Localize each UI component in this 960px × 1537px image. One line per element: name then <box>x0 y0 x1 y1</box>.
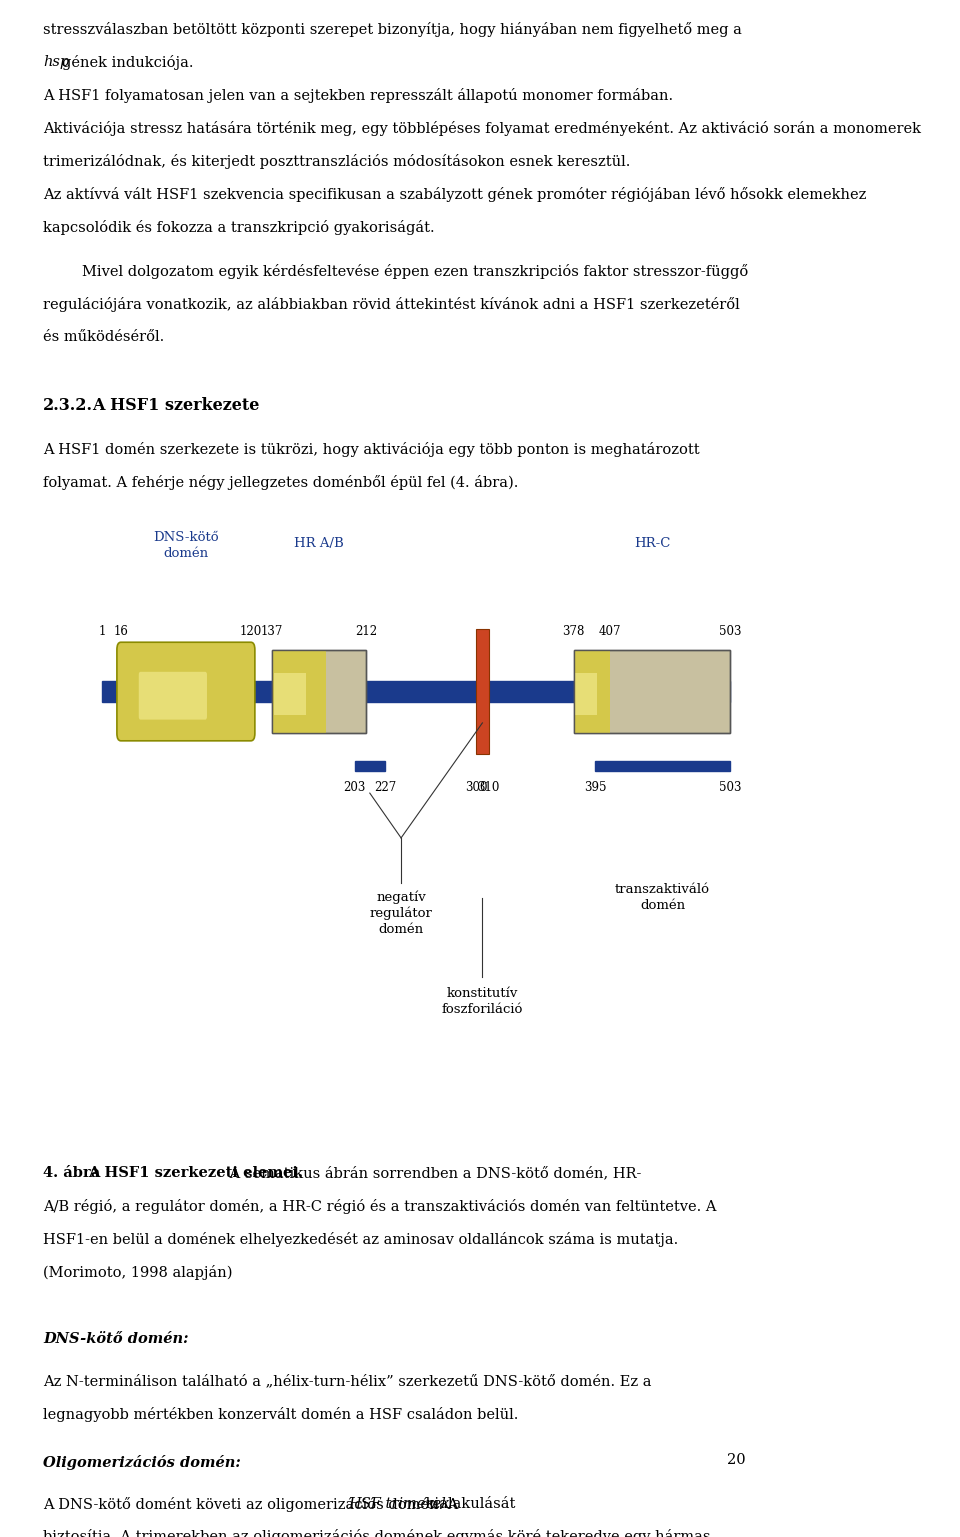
Text: A sematikus ábrán sorrendben a DNS-kötő domén, HR-: A sematikus ábrán sorrendben a DNS-kötő … <box>226 1167 641 1180</box>
Text: HSF1-en belül a domének elhelyezkedését az aminosav oldalláncok száma is mutatja: HSF1-en belül a domének elhelyezkedését … <box>43 1233 679 1247</box>
Text: 395: 395 <box>584 781 607 795</box>
Text: DNS-kötő domén:: DNS-kötő domén: <box>43 1333 189 1346</box>
Text: A/B régió, a regulátor domén, a HR-C régió és a transzaktivációs domén van feltü: A/B régió, a regulátor domén, a HR-C rég… <box>43 1199 717 1214</box>
Text: 4. ábra: 4. ábra <box>43 1167 106 1180</box>
Text: 137: 137 <box>261 624 283 638</box>
Text: stresszválaszban betöltött központi szerepet bizonyítja, hogy hiányában nem figy: stresszválaszban betöltött központi szer… <box>43 23 742 37</box>
FancyBboxPatch shape <box>117 642 254 741</box>
Text: legnagyobb mértékben konzervált domén a HSF családon belül.: legnagyobb mértékben konzervált domén a … <box>43 1406 518 1422</box>
Text: Oligomerizációs domén:: Oligomerizációs domén: <box>43 1454 241 1469</box>
Text: HSF trimerek: HSF trimerek <box>348 1497 450 1511</box>
Text: 503: 503 <box>719 781 741 795</box>
Text: regulációjára vonatkozik, az alábbiakban rövid áttekintést kívánok adni a HSF1 s: regulációjára vonatkozik, az alábbiakban… <box>43 297 740 312</box>
Bar <box>574 650 731 733</box>
Text: 1: 1 <box>98 624 106 638</box>
Text: A HSF1 folyamatosan jelen van a sejtekben represszált állapotú monomer formában.: A HSF1 folyamatosan jelen van a sejtekbe… <box>43 88 673 103</box>
Text: transzaktiváló
domén: transzaktiváló domén <box>615 882 710 911</box>
Text: 16: 16 <box>113 624 129 638</box>
Bar <box>574 650 731 733</box>
Text: 310: 310 <box>477 781 500 795</box>
Text: A DNS-kötő domént követi az oligomerizációs domén. A: A DNS-kötő domént követi az oligomerizác… <box>43 1497 463 1511</box>
Text: 20: 20 <box>728 1452 746 1466</box>
Text: folyamat. A fehérje négy jellegzetes doménből épül fel (4. ábra).: folyamat. A fehérje négy jellegzetes dom… <box>43 475 518 490</box>
Text: Az N-terminálison található a „hélix-turn-hélix” szerkezetű DNS-kötő domén. Ez a: Az N-terminálison található a „hélix-tur… <box>43 1374 652 1388</box>
Text: 203: 203 <box>344 781 366 795</box>
Bar <box>575 673 597 715</box>
FancyBboxPatch shape <box>139 672 207 719</box>
Bar <box>273 650 366 733</box>
Text: HR-C: HR-C <box>634 536 670 550</box>
Bar <box>355 761 385 772</box>
Text: A HSF1 szerkezete: A HSF1 szerkezete <box>92 397 259 415</box>
Text: hsp: hsp <box>43 55 69 69</box>
Bar <box>574 650 610 733</box>
Text: Az aktívvá vált HSF1 szekvencia specifikusan a szabályzott gének promóter régiój: Az aktívvá vált HSF1 szekvencia specifik… <box>43 186 867 201</box>
Text: biztosítja. A trimerekben az oligomerizációs domének egymás köré tekeredve egy h: biztosítja. A trimerekben az oligomerizá… <box>43 1529 710 1537</box>
Bar <box>476 629 489 755</box>
Bar <box>274 673 306 715</box>
Text: 212: 212 <box>355 624 377 638</box>
Text: A HSF1 szerkezeti elemei.: A HSF1 szerkezeti elemei. <box>88 1167 303 1180</box>
Text: 503: 503 <box>719 624 741 638</box>
Text: kapcsolódik és fokozza a transzkripció gyakoriságát.: kapcsolódik és fokozza a transzkripció g… <box>43 220 435 235</box>
Text: és működéséről.: és működéséről. <box>43 330 164 344</box>
Bar <box>273 650 366 733</box>
Text: DNS-kötő
domén: DNS-kötő domén <box>153 532 219 559</box>
Text: 120: 120 <box>240 624 262 638</box>
Text: A HSF1 domén szerkezete is tükrözi, hogy aktivációja egy több ponton is meghatár: A HSF1 domén szerkezete is tükrözi, hogy… <box>43 443 700 456</box>
Text: kialakulását: kialakulását <box>420 1497 516 1511</box>
Text: Mivel dolgozatom egyik kérdésfeltevése éppen ezen transzkripciós faktor stresszo: Mivel dolgozatom egyik kérdésfeltevése é… <box>83 264 749 280</box>
Text: 300: 300 <box>465 781 488 795</box>
Text: gének indukciója.: gének indukciója. <box>62 55 194 71</box>
Text: 227: 227 <box>373 781 396 795</box>
Bar <box>595 761 731 772</box>
Text: (Morimoto, 1998 alapján): (Morimoto, 1998 alapján) <box>43 1265 232 1280</box>
Text: negatív
regulátor
domén: negatív regulátor domén <box>370 890 433 936</box>
Text: 2.3.2.: 2.3.2. <box>43 397 93 415</box>
Text: Aktivációja stressz hatására történik meg, egy többlépéses folyamat eredményekén: Aktivációja stressz hatására történik me… <box>43 121 922 135</box>
Text: HR A/B: HR A/B <box>295 536 344 550</box>
Bar <box>273 650 326 733</box>
Text: 378: 378 <box>563 624 585 638</box>
Text: 407: 407 <box>599 624 621 638</box>
Polygon shape <box>102 681 731 702</box>
Text: trimerizálódnak, és kiterjedt poszttranszlációs módosításokon esnek keresztül.: trimerizálódnak, és kiterjedt poszttrans… <box>43 154 631 169</box>
Text: konstitutív
foszforiláció: konstitutív foszforiláció <box>442 987 523 1016</box>
